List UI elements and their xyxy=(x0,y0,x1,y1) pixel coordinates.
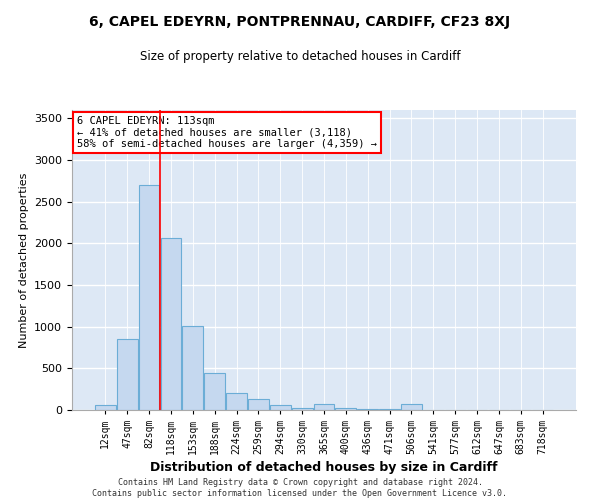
Bar xyxy=(226,392,247,410)
Bar xyxy=(401,404,422,410)
Bar xyxy=(379,409,400,410)
Text: Contains HM Land Registry data © Crown copyright and database right 2024.
Contai: Contains HM Land Registry data © Crown c… xyxy=(92,478,508,498)
Text: Size of property relative to detached houses in Cardiff: Size of property relative to detached ho… xyxy=(140,50,460,63)
Bar xyxy=(358,409,378,410)
Bar xyxy=(314,404,334,410)
Bar xyxy=(161,238,181,410)
Bar xyxy=(182,326,203,410)
Bar xyxy=(95,405,116,410)
Bar xyxy=(270,405,290,410)
Bar xyxy=(139,185,160,410)
Y-axis label: Number of detached properties: Number of detached properties xyxy=(19,172,29,348)
Text: 6, CAPEL EDEYRN, PONTPRENNAU, CARDIFF, CF23 8XJ: 6, CAPEL EDEYRN, PONTPRENNAU, CARDIFF, C… xyxy=(89,15,511,29)
Bar xyxy=(248,399,269,410)
Bar xyxy=(335,408,356,410)
X-axis label: Distribution of detached houses by size in Cardiff: Distribution of detached houses by size … xyxy=(150,461,498,474)
Bar xyxy=(292,408,313,410)
Bar xyxy=(117,339,137,410)
Bar xyxy=(204,372,225,410)
Text: 6 CAPEL EDEYRN: 113sqm
← 41% of detached houses are smaller (3,118)
58% of semi-: 6 CAPEL EDEYRN: 113sqm ← 41% of detached… xyxy=(77,116,377,149)
